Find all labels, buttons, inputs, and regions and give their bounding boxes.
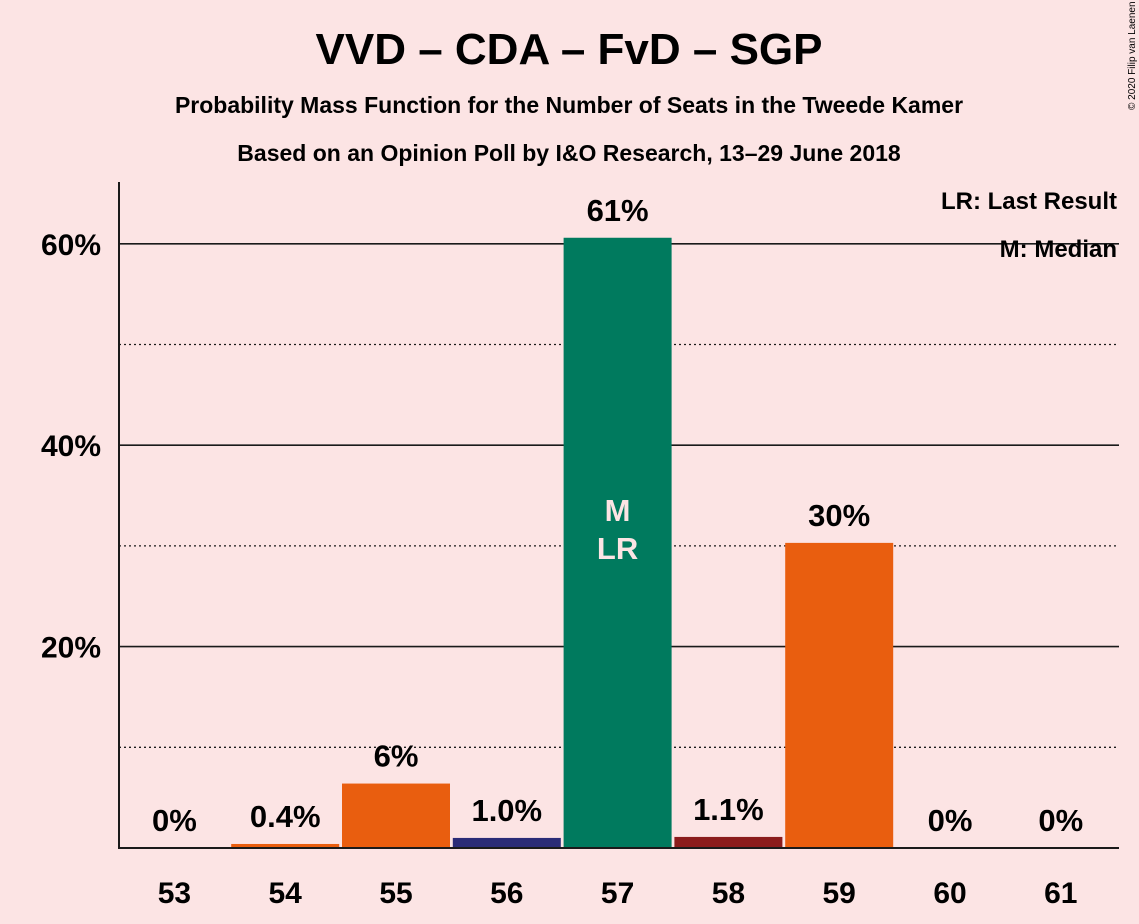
chart-subtitle-1: Probability Mass Function for the Number… [175,92,963,118]
data-label-61: 0% [1038,803,1083,838]
x-tick-label-53: 53 [158,877,191,910]
legend-last-result: LR: Last Result [941,188,1117,215]
x-tick-label-56: 56 [490,877,523,910]
x-tick-label-60: 60 [933,877,966,910]
data-label-53: 0% [152,803,197,838]
x-tick-label-55: 55 [379,877,412,910]
data-label-59: 30% [808,498,870,533]
x-tick-label-54: 54 [269,877,303,910]
data-label-57: 61% [587,193,649,228]
bar-inside-label-m: M [605,493,631,528]
x-axis-ticks: 53 54 55 56 57 58 59 60 61 [158,877,1078,910]
bar-58 [674,837,782,848]
bar-59 [785,543,893,848]
x-tick-label-59: 59 [823,877,856,910]
data-label-54: 0.4% [250,799,321,834]
y-tick-label: 60% [41,229,101,262]
copyright-note: © 2020 Filip van Laenen [1127,1,1138,110]
bars [231,238,893,848]
y-tick-label: 20% [41,632,101,665]
bar-inside-label-lr: LR [597,531,638,566]
bar-55 [342,784,450,848]
x-tick-label-61: 61 [1044,877,1077,910]
chart-subtitle-2: Based on an Opinion Poll by I&O Research… [237,140,901,166]
bar-56 [453,838,561,848]
y-tick-label: 40% [41,430,101,463]
x-tick-label-58: 58 [712,877,745,910]
data-label-55: 6% [374,739,419,774]
y-axis-ticks: 20% 40% 60% [41,229,101,665]
data-label-60: 0% [928,803,973,838]
legend-median: M: Median [1000,236,1117,263]
data-label-58: 1.1% [693,792,764,827]
x-tick-label-57: 57 [601,877,634,910]
chart-title: VVD – CDA – FvD – SGP [316,25,823,74]
data-label-56: 1.0% [471,793,542,828]
